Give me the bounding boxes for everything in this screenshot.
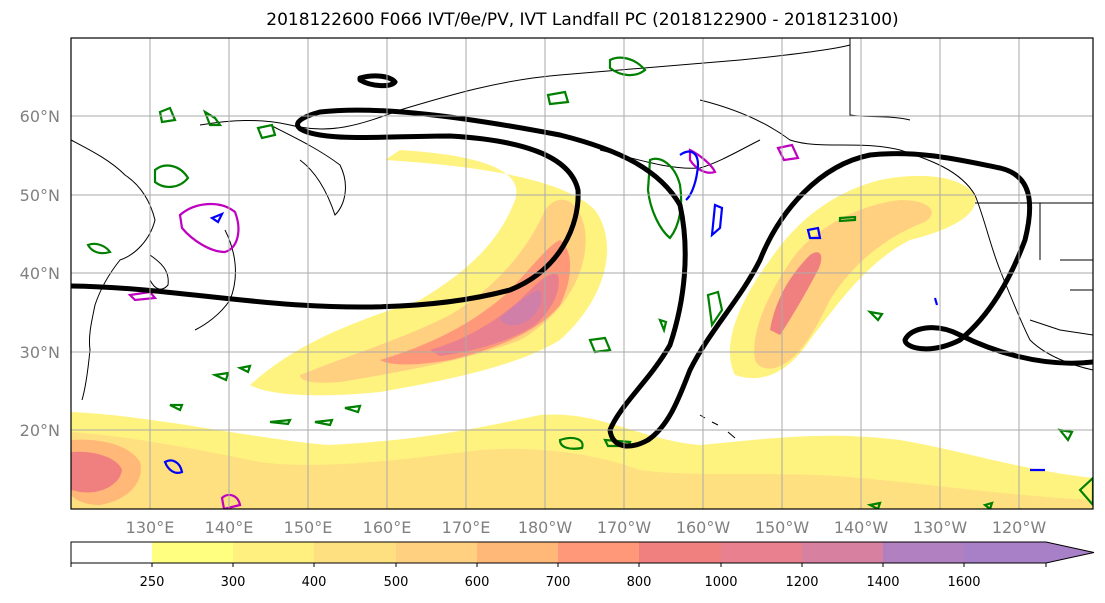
gridlines bbox=[71, 38, 1093, 509]
lat-tick-label: 60°N bbox=[20, 107, 60, 126]
pv-contour bbox=[269, 418, 334, 427]
ivt-shading bbox=[71, 150, 1093, 509]
lon-tick-label: 150°E bbox=[284, 518, 333, 537]
pv-contour bbox=[646, 157, 683, 240]
theta-e-contour bbox=[163, 459, 184, 474]
landfall-contour-main bbox=[71, 107, 1093, 449]
lon-tick-label: 130°W bbox=[913, 518, 968, 537]
theta-e-contour bbox=[178, 202, 240, 254]
coastline-siberia bbox=[199, 44, 851, 130]
ivt-fill-ar-west-inner bbox=[380, 240, 571, 365]
theta-e-contour bbox=[220, 493, 242, 509]
map-frame bbox=[70, 37, 1094, 510]
border-us-mexico bbox=[1029, 319, 1093, 336]
lon-tick-label: 170°E bbox=[442, 518, 491, 537]
borders bbox=[849, 38, 1093, 336]
landfall-contour-small-loop bbox=[357, 73, 398, 89]
coastline-alaska bbox=[699, 99, 1093, 371]
border-lines-interior bbox=[1039, 203, 1093, 291]
lon-tick-label: 130°E bbox=[126, 518, 175, 537]
lon-tick-label: 140°W bbox=[834, 518, 889, 537]
lon-tick-label: 180°W bbox=[518, 518, 573, 537]
pv-contour bbox=[256, 123, 277, 140]
pv-contour bbox=[658, 318, 668, 334]
theta-e-contour bbox=[209, 211, 225, 224]
coastline-kamchatka bbox=[269, 124, 346, 216]
lat-tick-label: 40°N bbox=[20, 264, 60, 283]
pv-contour bbox=[608, 56, 647, 77]
coastline-korea bbox=[149, 254, 169, 290]
lat-tick-label: 30°N bbox=[20, 343, 60, 362]
theta-e-contour bbox=[710, 203, 724, 238]
figure-title: 2018122600 F066 IVT/θe/PV, IVT Landfall … bbox=[266, 10, 899, 30]
lat-tick-label: 50°N bbox=[20, 186, 60, 205]
ivt-fill-ar-east-mid bbox=[754, 200, 932, 369]
pv-contour bbox=[169, 403, 362, 414]
theta-e-contour bbox=[933, 297, 1045, 472]
pv-contour bbox=[86, 242, 112, 255]
ivt-fill-philippines-max bbox=[71, 451, 122, 493]
theta-e-contour bbox=[806, 226, 822, 240]
pv-contour bbox=[153, 164, 190, 188]
lon-tick-label: 170°W bbox=[597, 518, 652, 537]
pv-contour bbox=[558, 436, 584, 450]
pv-contour bbox=[866, 501, 994, 509]
pv-contour bbox=[546, 90, 570, 106]
pv-contour bbox=[706, 290, 724, 329]
lon-tick-label: 150°W bbox=[755, 518, 810, 537]
ivt-landfall-contour bbox=[71, 73, 1093, 449]
ivt-fill-tropical-inner bbox=[71, 432, 1093, 509]
border-alaska-canada bbox=[849, 38, 911, 121]
pv-contour bbox=[838, 215, 857, 223]
map-plot-area bbox=[71, 38, 1093, 509]
pv-contour bbox=[1057, 428, 1074, 443]
lat-tick-labels: 60°N 50°N 40°N 30°N 20°N bbox=[20, 107, 60, 440]
lon-tick-label: 160°E bbox=[363, 518, 412, 537]
pv-contour bbox=[211, 364, 252, 382]
theta-e-contour bbox=[688, 148, 717, 174]
lon-tick-labels: 130°E 140°E 150°E 160°E 170°E 180°W 170°… bbox=[126, 518, 1047, 537]
coastline-east-asia bbox=[71, 139, 156, 401]
lat-tick-label: 20°N bbox=[20, 421, 60, 440]
ivt-fill-ar-west-core bbox=[430, 273, 559, 356]
pv-contour bbox=[866, 310, 884, 322]
pv-contour bbox=[158, 106, 177, 124]
lon-tick-label: 160°W bbox=[676, 518, 731, 537]
ivt-fill-ar-west-max bbox=[500, 290, 542, 326]
theta-e-contour bbox=[679, 150, 700, 201]
pv-contour bbox=[1078, 476, 1093, 507]
theta-e-contour bbox=[127, 290, 158, 302]
lon-tick-label: 120°W bbox=[992, 518, 1047, 537]
lon-tick-label: 140°E bbox=[205, 518, 254, 537]
pv-contour bbox=[588, 336, 612, 354]
